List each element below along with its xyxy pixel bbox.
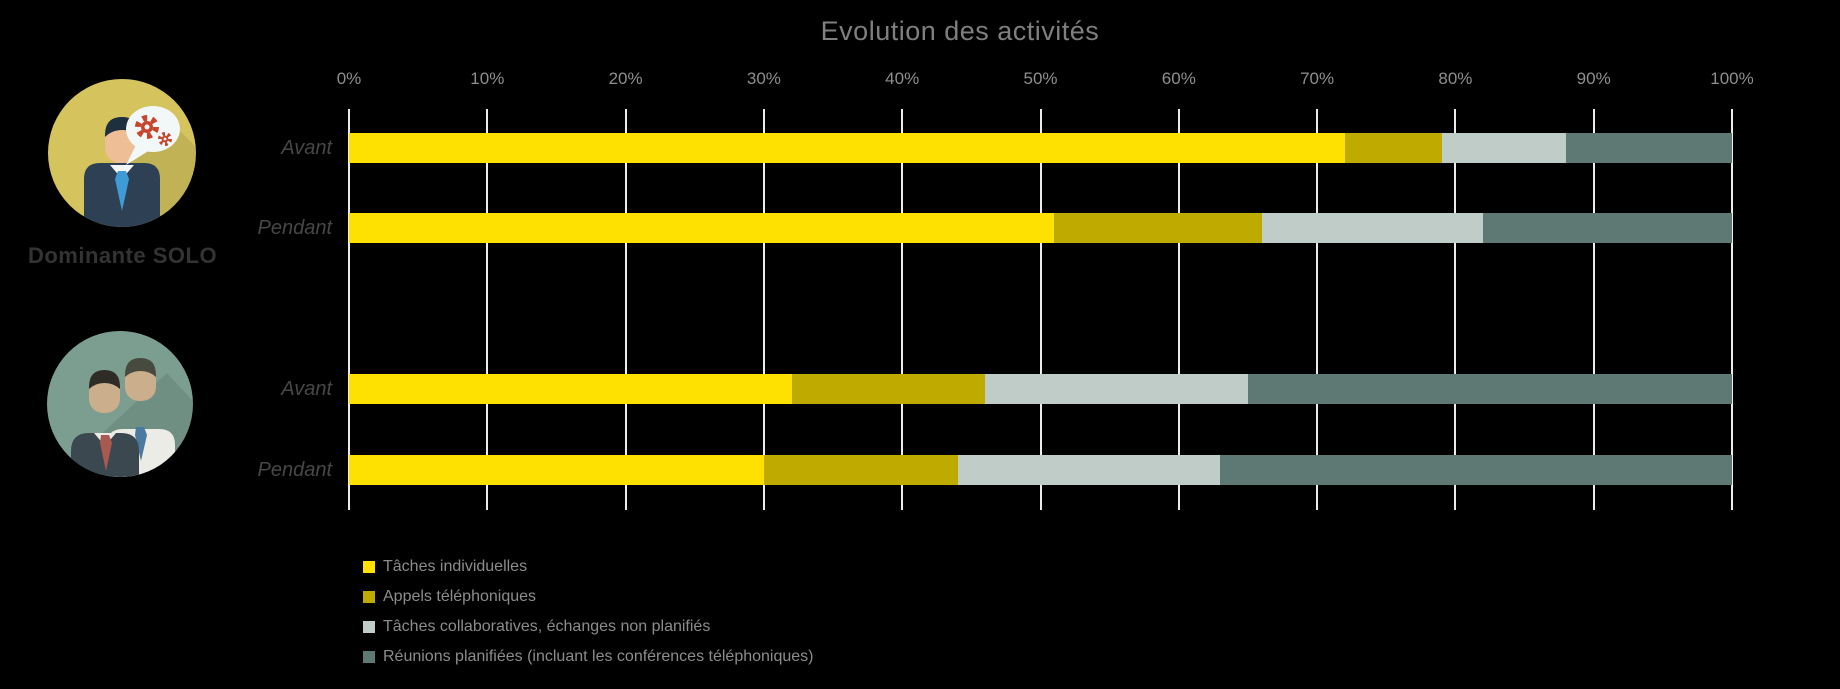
- bar-segment: [349, 374, 792, 404]
- stacked-bar-avant: [349, 133, 1732, 163]
- row-label: Pendant: [257, 217, 332, 239]
- row-label: Pendant: [257, 459, 332, 481]
- x-gridline: [1731, 109, 1733, 510]
- x-gridline: [1454, 109, 1457, 510]
- bar-segment: [1220, 455, 1732, 485]
- x-axis-tick-label: 40%: [885, 69, 920, 88]
- x-axis-tick-label: 0%: [336, 69, 362, 88]
- bar-segment: [1054, 213, 1262, 243]
- x-axis-tick-label: 50%: [1023, 69, 1058, 88]
- legend: Tâches individuelles Appels téléphoniques…: [363, 552, 814, 672]
- row-label: Avant: [281, 137, 332, 159]
- group1-label: Dominante SOLO: [27, 243, 218, 268]
- x-axis-tick-label: 70%: [1300, 69, 1335, 88]
- two-people-icon: [47, 331, 193, 477]
- x-gridline: [486, 109, 489, 510]
- legend-label: Réunions planifiées (incluant les confér…: [383, 648, 814, 665]
- x-axis-tick-label: 80%: [1438, 69, 1473, 88]
- bar-segment: [349, 455, 764, 485]
- legend-swatch-icon: [363, 621, 375, 633]
- x-gridline: [624, 109, 627, 510]
- legend-swatch-icon: [363, 651, 375, 663]
- x-gridline: [762, 109, 765, 510]
- legend-label: Appels téléphoniques: [383, 588, 537, 605]
- legend-label: Tâches collaboratives, échanges non plan…: [383, 618, 711, 635]
- x-axis-tick-label: 60%: [1161, 69, 1196, 88]
- legend-item: Tâches individuelles: [363, 552, 814, 582]
- bar-segment: [957, 455, 1221, 485]
- x-gridline: [1316, 109, 1319, 510]
- bar-segment: [1247, 374, 1732, 404]
- chart-title: Evolution des activités: [820, 16, 1100, 46]
- x-gridline: [348, 109, 350, 510]
- bar-segment: [349, 213, 1055, 243]
- stacked-bar-pendant: [349, 213, 1732, 243]
- legend-label: Tâches individuelles: [383, 558, 528, 575]
- x-gridline: [901, 109, 904, 510]
- legend-swatch-icon: [363, 591, 375, 603]
- stacked-bar-avant: [349, 374, 1732, 404]
- legend-item: Réunions planifiées (incluant les confér…: [363, 642, 814, 672]
- bar-segment: [1441, 133, 1567, 163]
- bar-segment: [1566, 133, 1732, 163]
- bar-segment: [985, 374, 1248, 404]
- x-gridline: [1592, 109, 1595, 510]
- stacked-bar-pendant: [349, 455, 1732, 485]
- x-axis-tick-label: 100%: [1710, 69, 1754, 88]
- legend-item: Appels téléphoniques: [363, 582, 814, 612]
- x-axis-tick-label: 30%: [746, 69, 781, 88]
- x-gridline: [1039, 109, 1042, 510]
- legend-swatch-icon: [363, 561, 375, 573]
- bar-segment: [791, 374, 986, 404]
- bar-segment: [1483, 213, 1732, 243]
- bar-segment: [349, 133, 1345, 163]
- x-axis-tick-label: 20%: [608, 69, 643, 88]
- row-label: Avant: [281, 378, 332, 400]
- bar-segment: [1344, 133, 1442, 163]
- x-axis-tick-label: 90%: [1576, 69, 1611, 88]
- x-gridline: [1177, 109, 1180, 510]
- x-axis-tick-label: 10%: [470, 69, 505, 88]
- solo-person-speech-gears-icon: [48, 79, 196, 227]
- plot-area: 0% 10% 20% 30% 40% 50% 60% 70% 80% 90% 100%: [337, 69, 1754, 510]
- legend-item: Tâches collaboratives, échanges non plan…: [363, 612, 814, 642]
- bar-segment: [1261, 213, 1484, 243]
- bar-segment: [763, 455, 958, 485]
